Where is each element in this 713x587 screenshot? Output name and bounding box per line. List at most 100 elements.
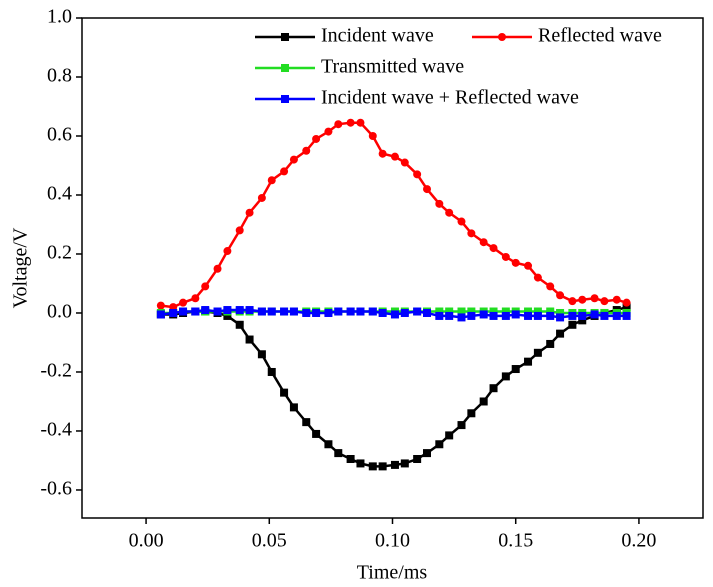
- data-point: [289, 403, 298, 412]
- data-point: [312, 134, 321, 143]
- data-point: [346, 307, 355, 316]
- legend-label: Reflected wave: [538, 25, 662, 47]
- data-point: [546, 282, 555, 291]
- data-point: [356, 118, 365, 127]
- data-point: [489, 307, 498, 316]
- data-point: [191, 294, 200, 303]
- data-point: [524, 311, 533, 320]
- data-point: [622, 311, 631, 320]
- data-point: [312, 308, 321, 317]
- data-point: [578, 311, 587, 320]
- data-point: [511, 310, 520, 319]
- data-point: [568, 320, 577, 329]
- data-point: [368, 131, 377, 140]
- data-point: [524, 261, 533, 270]
- data-point: [457, 313, 466, 322]
- data-point: [435, 311, 444, 320]
- y-tick-label: -0.4: [40, 419, 72, 441]
- data-point: [435, 307, 444, 316]
- data-point: [423, 308, 431, 317]
- data-point: [600, 311, 609, 320]
- data-point: [533, 348, 542, 357]
- data-point: [280, 307, 289, 316]
- data-point: [378, 149, 387, 158]
- data-point: [302, 418, 311, 427]
- data-point: [423, 449, 431, 458]
- data-point: [578, 316, 587, 325]
- data-point: [368, 462, 377, 471]
- data-point: [378, 462, 387, 471]
- data-point: [600, 297, 609, 306]
- legend-label: Incident wave + Reflected wave: [321, 87, 579, 109]
- y-tick-label: 1.0: [47, 6, 72, 28]
- data-point: [435, 440, 444, 449]
- data-point: [267, 176, 276, 185]
- data-point: [533, 273, 542, 282]
- data-point: [445, 208, 454, 217]
- data-point: [479, 310, 488, 319]
- data-point: [280, 167, 289, 176]
- data-point: [435, 199, 444, 208]
- legend-marker: [281, 64, 289, 72]
- data-point: [501, 311, 510, 320]
- data-point: [622, 303, 631, 312]
- legend-marker: [498, 33, 506, 41]
- data-point: [223, 306, 232, 315]
- data-point: [489, 384, 498, 393]
- data-point: [467, 229, 476, 238]
- y-tick-label: -0.6: [40, 478, 72, 500]
- data-point: [467, 311, 476, 320]
- data-point: [390, 460, 399, 469]
- data-point: [156, 310, 165, 319]
- data-point: [289, 307, 298, 316]
- data-point: [289, 155, 298, 164]
- data-point: [356, 307, 365, 316]
- data-point: [245, 208, 254, 217]
- data-point: [280, 388, 289, 397]
- data-point: [201, 306, 210, 315]
- data-point: [511, 365, 520, 374]
- data-point: [445, 431, 454, 440]
- data-point: [511, 258, 520, 267]
- data-point: [479, 238, 488, 247]
- legend-marker: [281, 33, 289, 41]
- data-point: [245, 306, 254, 315]
- x-axis-label: Time/ms: [357, 562, 428, 584]
- data-point: [334, 307, 343, 316]
- data-point: [213, 264, 222, 273]
- data-point: [546, 311, 555, 320]
- data-point: [235, 320, 244, 329]
- data-point: [413, 307, 422, 316]
- data-point: [467, 307, 476, 316]
- data-point: [191, 307, 200, 316]
- data-point: [590, 294, 599, 303]
- y-tick-label: -0.2: [40, 360, 72, 382]
- x-tick-label: 0.20: [621, 530, 656, 552]
- data-point: [457, 421, 466, 430]
- legend-label: Incident wave: [321, 25, 434, 47]
- data-point: [612, 295, 621, 304]
- data-point: [612, 311, 621, 320]
- data-point: [201, 282, 210, 291]
- data-point: [257, 193, 266, 202]
- data-point: [324, 308, 333, 317]
- data-point: [533, 311, 542, 320]
- x-tick-label: 0.10: [375, 530, 410, 552]
- series-line: [160, 121, 627, 309]
- y-tick-label: 0.4: [47, 183, 72, 205]
- data-point: [223, 247, 232, 256]
- data-point: [568, 297, 577, 306]
- data-point: [302, 308, 311, 317]
- legend-marker: [281, 95, 289, 103]
- data-point: [524, 307, 533, 316]
- data-point: [368, 307, 377, 316]
- data-point: [400, 158, 409, 167]
- data-point: [413, 455, 422, 464]
- data-point: [423, 185, 431, 194]
- y-tick-label: 0.6: [47, 124, 72, 146]
- y-tick-label: 0.8: [47, 65, 72, 87]
- data-point: [400, 308, 409, 317]
- data-point: [235, 226, 244, 235]
- data-point: [445, 307, 454, 316]
- data-point: [213, 307, 222, 316]
